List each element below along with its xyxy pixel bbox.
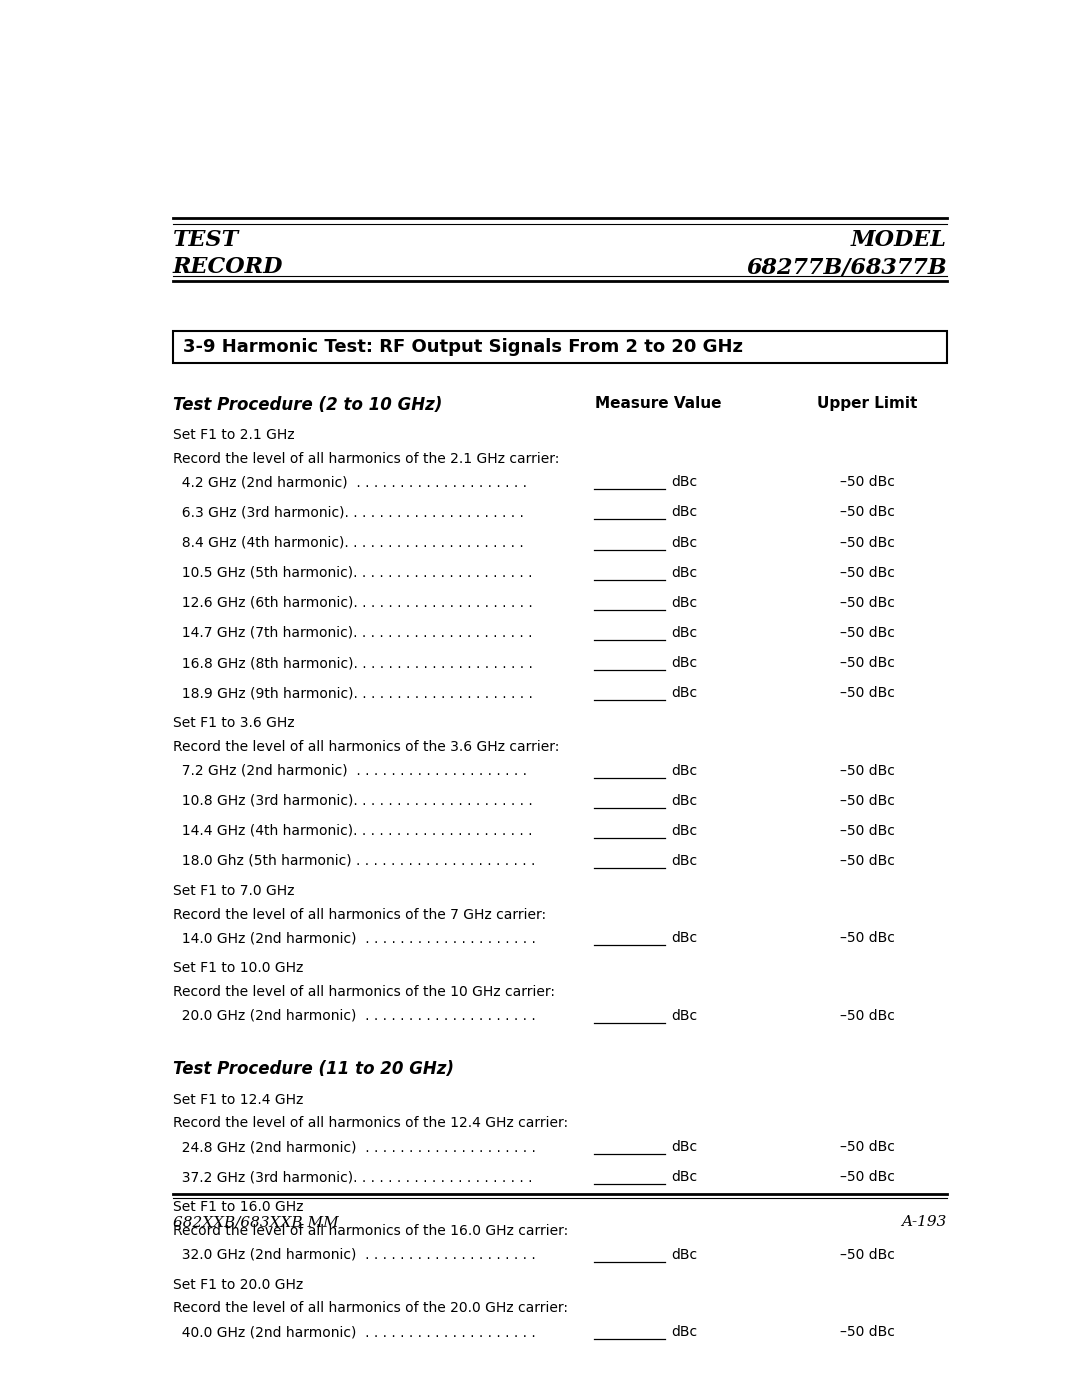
Text: –50 dBc: –50 dBc xyxy=(840,626,895,640)
Text: dBc: dBc xyxy=(672,686,698,700)
Text: 682XXB/683XXB MM: 682XXB/683XXB MM xyxy=(173,1215,338,1229)
Text: –50 dBc: –50 dBc xyxy=(840,475,895,489)
Text: Set F1 to 10.0 GHz: Set F1 to 10.0 GHz xyxy=(173,961,303,975)
Text: dBc: dBc xyxy=(672,854,698,868)
Text: –50 dBc: –50 dBc xyxy=(840,824,895,838)
Text: 8.4 GHz (4th harmonic). . . . . . . . . . . . . . . . . . . . .: 8.4 GHz (4th harmonic). . . . . . . . . … xyxy=(173,535,524,549)
Text: –50 dBc: –50 dBc xyxy=(840,1140,895,1154)
Text: dBc: dBc xyxy=(672,475,698,489)
Text: 12.6 GHz (6th harmonic). . . . . . . . . . . . . . . . . . . . .: 12.6 GHz (6th harmonic). . . . . . . . .… xyxy=(173,595,532,609)
Text: 14.4 GHz (4th harmonic). . . . . . . . . . . . . . . . . . . . .: 14.4 GHz (4th harmonic). . . . . . . . .… xyxy=(173,824,532,838)
Text: dBc: dBc xyxy=(672,764,698,778)
Text: dBc: dBc xyxy=(672,824,698,838)
Text: dBc: dBc xyxy=(672,1140,698,1154)
Text: MODEL
68277B/68377B: MODEL 68277B/68377B xyxy=(746,229,947,278)
Text: –50 dBc: –50 dBc xyxy=(840,657,895,671)
Text: Set F1 to 16.0 GHz: Set F1 to 16.0 GHz xyxy=(173,1200,303,1214)
Text: –50 dBc: –50 dBc xyxy=(840,506,895,520)
Text: 16.8 GHz (8th harmonic). . . . . . . . . . . . . . . . . . . . .: 16.8 GHz (8th harmonic). . . . . . . . .… xyxy=(173,657,532,671)
Text: Record the level of all harmonics of the 20.0 GHz carrier:: Record the level of all harmonics of the… xyxy=(173,1302,568,1316)
Text: –50 dBc: –50 dBc xyxy=(840,932,895,946)
Text: Set F1 to 7.0 GHz: Set F1 to 7.0 GHz xyxy=(173,884,294,898)
Text: 18.0 Ghz (5th harmonic) . . . . . . . . . . . . . . . . . . . . .: 18.0 Ghz (5th harmonic) . . . . . . . . … xyxy=(173,854,535,868)
Text: –50 dBc: –50 dBc xyxy=(840,764,895,778)
Text: 6.3 GHz (3rd harmonic). . . . . . . . . . . . . . . . . . . . .: 6.3 GHz (3rd harmonic). . . . . . . . . … xyxy=(173,506,524,520)
Text: 3-9 Harmonic Test: RF Output Signals From 2 to 20 GHz: 3-9 Harmonic Test: RF Output Signals Fro… xyxy=(183,338,743,356)
Text: –50 dBc: –50 dBc xyxy=(840,793,895,807)
Text: –50 dBc: –50 dBc xyxy=(840,1171,895,1185)
Text: 18.9 GHz (9th harmonic). . . . . . . . . . . . . . . . . . . . .: 18.9 GHz (9th harmonic). . . . . . . . .… xyxy=(173,686,532,700)
Text: Test Procedure (2 to 10 GHz): Test Procedure (2 to 10 GHz) xyxy=(173,395,442,414)
Text: 40.0 GHz (2nd harmonic)  . . . . . . . . . . . . . . . . . . . .: 40.0 GHz (2nd harmonic) . . . . . . . . … xyxy=(173,1326,536,1340)
Text: Upper Limit: Upper Limit xyxy=(818,395,918,411)
Text: dBc: dBc xyxy=(672,1171,698,1185)
Text: dBc: dBc xyxy=(672,595,698,609)
Text: Set F1 to 3.6 GHz: Set F1 to 3.6 GHz xyxy=(173,717,294,731)
Text: dBc: dBc xyxy=(672,626,698,640)
Text: Test Procedure (11 to 20 GHz): Test Procedure (11 to 20 GHz) xyxy=(173,1060,454,1078)
Text: –50 dBc: –50 dBc xyxy=(840,535,895,549)
Text: Set F1 to 12.4 GHz: Set F1 to 12.4 GHz xyxy=(173,1092,303,1106)
Text: Measure Value: Measure Value xyxy=(595,395,721,411)
Text: Record the level of all harmonics of the 12.4 GHz carrier:: Record the level of all harmonics of the… xyxy=(173,1116,568,1130)
Text: –50 dBc: –50 dBc xyxy=(840,854,895,868)
Text: Record the level of all harmonics of the 10 GHz carrier:: Record the level of all harmonics of the… xyxy=(173,985,555,999)
Text: 24.8 GHz (2nd harmonic)  . . . . . . . . . . . . . . . . . . . .: 24.8 GHz (2nd harmonic) . . . . . . . . … xyxy=(173,1140,536,1154)
Text: dBc: dBc xyxy=(672,1326,698,1340)
Text: –50 dBc: –50 dBc xyxy=(840,686,895,700)
Text: 4.2 GHz (2nd harmonic)  . . . . . . . . . . . . . . . . . . . .: 4.2 GHz (2nd harmonic) . . . . . . . . .… xyxy=(173,475,527,489)
Text: dBc: dBc xyxy=(672,1248,698,1261)
Text: dBc: dBc xyxy=(672,657,698,671)
Text: –50 dBc: –50 dBc xyxy=(840,1326,895,1340)
Text: 32.0 GHz (2nd harmonic)  . . . . . . . . . . . . . . . . . . . .: 32.0 GHz (2nd harmonic) . . . . . . . . … xyxy=(173,1248,536,1261)
Text: A-193: A-193 xyxy=(902,1215,947,1229)
Text: Set F1 to 2.1 GHz: Set F1 to 2.1 GHz xyxy=(173,427,294,441)
Text: dBc: dBc xyxy=(672,535,698,549)
Text: Record the level of all harmonics of the 16.0 GHz carrier:: Record the level of all harmonics of the… xyxy=(173,1224,568,1238)
Text: TEST
RECORD: TEST RECORD xyxy=(173,229,283,278)
Text: dBc: dBc xyxy=(672,1009,698,1023)
Text: 14.7 GHz (7th harmonic). . . . . . . . . . . . . . . . . . . . .: 14.7 GHz (7th harmonic). . . . . . . . .… xyxy=(173,626,532,640)
Text: –50 dBc: –50 dBc xyxy=(840,566,895,580)
Text: 10.5 GHz (5th harmonic). . . . . . . . . . . . . . . . . . . . .: 10.5 GHz (5th harmonic). . . . . . . . .… xyxy=(173,566,532,580)
Text: Set F1 to 20.0 GHz: Set F1 to 20.0 GHz xyxy=(173,1278,302,1292)
Text: dBc: dBc xyxy=(672,793,698,807)
Text: Record the level of all harmonics of the 3.6 GHz carrier:: Record the level of all harmonics of the… xyxy=(173,740,559,754)
Text: dBc: dBc xyxy=(672,506,698,520)
Text: dBc: dBc xyxy=(672,566,698,580)
Text: 10.8 GHz (3rd harmonic). . . . . . . . . . . . . . . . . . . . .: 10.8 GHz (3rd harmonic). . . . . . . . .… xyxy=(173,793,532,807)
Text: dBc: dBc xyxy=(672,932,698,946)
Text: Record the level of all harmonics of the 2.1 GHz carrier:: Record the level of all harmonics of the… xyxy=(173,451,559,465)
Text: 37.2 GHz (3rd harmonic). . . . . . . . . . . . . . . . . . . . .: 37.2 GHz (3rd harmonic). . . . . . . . .… xyxy=(173,1171,532,1185)
Text: –50 dBc: –50 dBc xyxy=(840,1009,895,1023)
Text: 20.0 GHz (2nd harmonic)  . . . . . . . . . . . . . . . . . . . .: 20.0 GHz (2nd harmonic) . . . . . . . . … xyxy=(173,1009,536,1023)
Text: Record the level of all harmonics of the 7 GHz carrier:: Record the level of all harmonics of the… xyxy=(173,908,545,922)
Text: –50 dBc: –50 dBc xyxy=(840,595,895,609)
Text: 7.2 GHz (2nd harmonic)  . . . . . . . . . . . . . . . . . . . .: 7.2 GHz (2nd harmonic) . . . . . . . . .… xyxy=(173,764,527,778)
FancyBboxPatch shape xyxy=(173,331,947,363)
Text: –50 dBc: –50 dBc xyxy=(840,1248,895,1261)
Text: 14.0 GHz (2nd harmonic)  . . . . . . . . . . . . . . . . . . . .: 14.0 GHz (2nd harmonic) . . . . . . . . … xyxy=(173,932,536,946)
